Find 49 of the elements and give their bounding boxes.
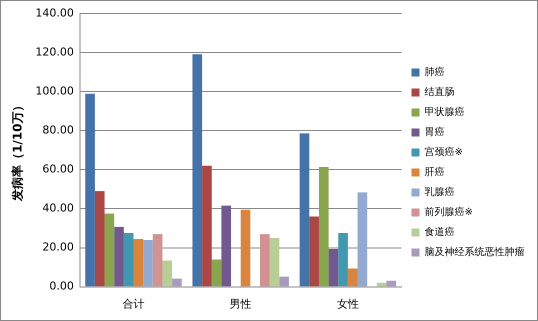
bar (221, 206, 232, 286)
legend-label: 脑及神经系统恶性肿瘤 (424, 246, 524, 258)
y-tick-label: 80.00 (42, 124, 74, 137)
bar (376, 282, 386, 286)
bar (270, 238, 280, 286)
legend-label: 前列腺癌※ (424, 206, 473, 218)
legend-label: 乳腺癌 (424, 186, 454, 198)
x-tick-label: 男性 (230, 297, 252, 310)
bar (212, 259, 222, 286)
bar (104, 214, 114, 286)
bar (338, 232, 348, 286)
bar (386, 280, 396, 286)
bar (300, 133, 310, 286)
bar (143, 240, 153, 286)
bar (114, 226, 124, 286)
legend-label: 肝癌 (424, 166, 444, 178)
bar (279, 276, 289, 286)
x-tick-label: 合计 (122, 297, 144, 310)
bar (260, 234, 270, 286)
bar (94, 191, 105, 286)
y-axis-title: 发病率（1/10万） (10, 99, 24, 202)
bar (85, 94, 95, 286)
legend-label: 胃癌 (424, 126, 444, 138)
y-tick-label: 140.00 (35, 6, 74, 20)
bar (152, 234, 162, 286)
y-tick-label: 0.00 (49, 280, 74, 293)
bar (192, 54, 202, 286)
bar (202, 166, 212, 286)
legend-label: 结直肠 (424, 86, 454, 98)
bar (328, 248, 338, 286)
y-tick-label: 100.00 (35, 84, 74, 98)
bar (318, 166, 329, 286)
y-tick-label: 20.00 (42, 240, 74, 254)
bar (358, 192, 368, 286)
legend-label: 肺癌 (424, 66, 444, 78)
bar (240, 210, 250, 286)
x-tick-label: 女性 (336, 297, 359, 310)
bar (348, 268, 358, 286)
legend-label: 甲状腺癌 (424, 106, 464, 118)
y-tick-label: 40.00 (42, 202, 74, 215)
bar (309, 216, 319, 286)
bar (133, 238, 144, 286)
bar (172, 278, 182, 286)
bar (124, 232, 134, 286)
legend-label: 食道癌 (424, 226, 454, 238)
bar (162, 260, 172, 286)
y-tick-label: 120.00 (35, 45, 74, 58)
y-tick-label: 60.00 (42, 162, 74, 176)
legend-label: 宫颈癌※ (424, 146, 463, 158)
